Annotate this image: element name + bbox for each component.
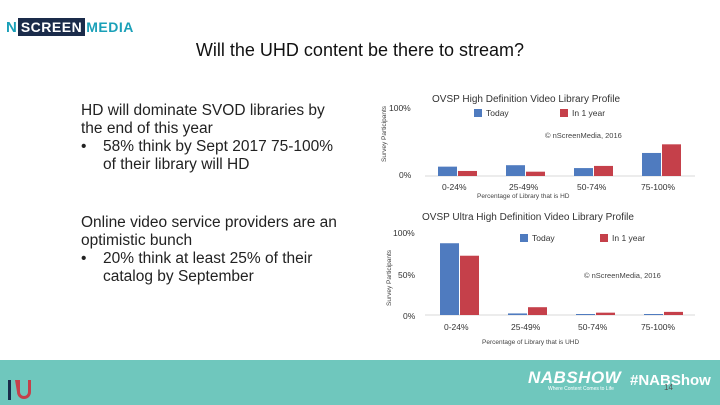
slide-title: Will the UHD content be there to stream? <box>195 40 525 60</box>
bar-in-1-year-3 <box>664 311 683 315</box>
legend-label-in1year: In 1 year <box>572 108 606 118</box>
hd-xtick-0: 0-24% <box>442 182 467 192</box>
hd-ytick-0: 0% <box>399 170 412 180</box>
text-block-hd: HD will dominate SVOD libraries by the e… <box>81 102 341 174</box>
bullet-symbol: • <box>81 138 87 155</box>
nabshow-hashtag: #NABShow <box>630 372 711 389</box>
bar-in-1-year-1 <box>526 171 545 176</box>
legend-swatch-in1year <box>600 234 608 242</box>
bar-today-1 <box>508 313 527 315</box>
uhd-xtick-3: 75-100% <box>641 322 676 332</box>
logo-n: N <box>6 18 17 36</box>
text-block-ovsp: Online video service providers are an op… <box>81 214 341 286</box>
bar-today-1 <box>506 165 525 176</box>
hd-heading: HD will dominate SVOD libraries by the e… <box>81 102 325 137</box>
hd-copyright: © nScreenMedia, 2016 <box>545 131 622 140</box>
logo-media: MEDIA <box>86 19 134 35</box>
legend-label-today: Today <box>532 233 555 243</box>
bar-today-3 <box>644 314 663 315</box>
nabshow-logo: NABSHOW <box>528 368 622 387</box>
uhd-legend-today: Today <box>520 233 555 243</box>
bar-in-1-year-1 <box>528 307 547 315</box>
uhd-legend-in1year: In 1 year <box>600 233 645 243</box>
hd-bullet-text: 58% think by Sept 2017 75-100% of their … <box>103 138 334 173</box>
nscreenmedia-logo: N SCREEN MEDIA <box>6 16 134 38</box>
bar-in-1-year-2 <box>594 165 613 176</box>
bar-in-1-year-2 <box>596 312 615 315</box>
bar-today-2 <box>576 314 595 315</box>
uhd-ytick-0: 0% <box>403 311 416 321</box>
hd-ytick-100: 100% <box>389 103 411 113</box>
logo-screen: SCREEN <box>17 18 86 36</box>
bar-today-0 <box>440 243 459 315</box>
legend-swatch-in1year <box>560 109 568 117</box>
hd-xtick-2: 50-74% <box>577 182 607 192</box>
uhd-ytick-50: 50% <box>398 270 416 280</box>
uhd-xtick-1: 25-49% <box>511 322 541 332</box>
hd-legend-in1year: In 1 year <box>560 108 605 118</box>
bar-today-3 <box>642 152 661 176</box>
hd-xtick-3: 75-100% <box>641 182 676 192</box>
bar-in-1-year-0 <box>458 170 477 176</box>
uhd-ylabel: Survey Participants <box>386 250 393 306</box>
uhd-bar-chart <box>425 243 695 316</box>
hd-bar-chart <box>425 144 695 177</box>
hd-legend-today: Today <box>474 108 509 118</box>
bar-in-1-year-0 <box>460 255 479 315</box>
nabshow-tagline: Where Content Comes to Life <box>548 386 614 392</box>
bullet-symbol: • <box>81 250 87 267</box>
hd-bullet: • 58% think by Sept 2017 75-100% of thei… <box>81 138 341 174</box>
uhd-ytick-100: 100% <box>393 228 415 238</box>
legend-label-today: Today <box>486 108 509 118</box>
uhd-xtick-0: 0-24% <box>444 322 469 332</box>
page-number: 14 <box>664 383 673 392</box>
hd-xlabel: Percentage of Library that is HD <box>477 193 570 200</box>
uhd-copyright: © nScreenMedia, 2016 <box>584 271 661 280</box>
hd-ylabel: Survey Participants <box>381 106 388 162</box>
uhd-xlabel: Percentage of Library that is UHD <box>482 339 580 346</box>
ovsp-heading: Online video service providers are an op… <box>81 214 337 249</box>
legend-label-in1year: In 1 year <box>612 233 646 243</box>
legend-swatch-today <box>474 109 482 117</box>
bar-today-2 <box>574 168 593 176</box>
ovsp-bullet-text: 20% think at least 25% of their catalog … <box>103 250 313 285</box>
uhd-xtick-2: 50-74% <box>578 322 608 332</box>
bar-in-1-year-3 <box>662 144 681 176</box>
footer-band <box>0 360 720 405</box>
uhd-chart-title: OVSP Ultra High Definition Video Library… <box>422 212 634 223</box>
corner-logo-icon <box>8 380 31 400</box>
bar-today-0 <box>438 166 457 176</box>
hd-chart-title: OVSP High Definition Video Library Profi… <box>432 94 621 105</box>
hd-xtick-1: 25-49% <box>509 182 539 192</box>
legend-swatch-today <box>520 234 528 242</box>
ovsp-bullet: • 20% think at least 25% of their catalo… <box>81 250 341 286</box>
